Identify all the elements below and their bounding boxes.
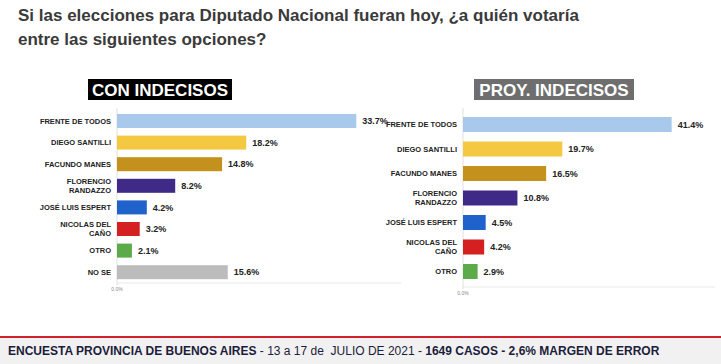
data-label: 4.5%: [492, 218, 513, 228]
footer-part: - 2,6% MARGEN DE ERROR: [498, 344, 659, 358]
chart-title-box: [88, 79, 232, 100]
data-label: 3.2%: [146, 224, 167, 234]
data-label: 15.6%: [234, 267, 260, 277]
category-label-line: DIEGO SANTILLI: [51, 138, 111, 147]
category-label: NICOLAS DELCAÑO: [406, 238, 457, 256]
bar: [117, 222, 140, 236]
footer-text: ENCUESTA PROVINCIA DE BUENOS AIRES - 13 …: [8, 344, 659, 358]
category-label-line: RANDAZZO: [69, 186, 111, 195]
data-label: 19.7%: [568, 144, 594, 154]
bar: [117, 265, 228, 279]
data-label: 2.9%: [484, 267, 505, 277]
footer-part: 1649 CASOS: [425, 344, 498, 358]
question-title: entre las siguientes opciones?: [18, 30, 266, 49]
bar: [117, 114, 356, 128]
bars: [117, 114, 356, 279]
category-label-line: DIEGO SANTILLI: [397, 145, 457, 154]
category-label: FACUNDO MANES: [391, 169, 457, 178]
category-label: FLORENCIORANDAZZO: [67, 177, 111, 195]
category-label-line: JOSÉ LUIS ESPERT: [386, 218, 458, 227]
category-label-line: OTRO: [435, 267, 457, 276]
bar: [463, 264, 478, 279]
category-label-line: OTRO: [89, 246, 111, 255]
data-label: 10.8%: [523, 193, 549, 203]
data-label: 4.2%: [153, 203, 174, 213]
data-label: 8.2%: [181, 181, 202, 191]
data-label: 33.7%: [362, 116, 388, 126]
category-label: OTRO: [435, 267, 457, 276]
bar: [117, 200, 147, 214]
category-label-line: FRENTE DE TODOS: [386, 120, 457, 129]
bars: [463, 117, 672, 279]
data-label: 41.4%: [678, 120, 704, 130]
bar: [463, 191, 517, 206]
x-tick: [463, 287, 464, 289]
category-label: FACUNDO MANES: [45, 160, 111, 169]
category-label-line: FRENTE DE TODOS: [40, 117, 111, 126]
chart-canvas: Si las elecciones para Diputado Nacional…: [0, 0, 721, 336]
category-label: FLORENCIORANDAZZO: [413, 189, 457, 207]
data-label: 18.2%: [252, 138, 278, 148]
bar: [117, 136, 246, 150]
category-label: JOSÉ LUIS ESPERT: [40, 203, 112, 212]
bar: [463, 117, 672, 132]
bar: [117, 157, 222, 171]
category-label-line: RANDAZZO: [415, 198, 457, 207]
chart-title: CON INDECISOS: [92, 81, 228, 100]
bar: [463, 240, 484, 255]
data-label: 2.1%: [138, 246, 159, 256]
data-label: 14.8%: [228, 159, 254, 169]
data-label: 4.2%: [490, 242, 511, 252]
bar: [117, 244, 132, 258]
chart-title-box: [474, 79, 634, 100]
footer: ENCUESTA PROVINCIA DE BUENOS AIRES - 13 …: [0, 336, 721, 364]
category-label: NO SE: [88, 268, 111, 277]
category-label-line: JOSÉ LUIS ESPERT: [40, 203, 112, 212]
bar: [463, 215, 486, 230]
footer-part: - 13 a 17 de JULIO DE 2021 -: [256, 344, 425, 358]
category-label: NICOLAS DELCAÑO: [60, 220, 111, 238]
question-title: Si las elecciones para Diputado Nacional…: [18, 6, 579, 25]
bar: [463, 166, 546, 181]
category-label-line: FACUNDO MANES: [45, 160, 111, 169]
x-axis-line: [463, 287, 715, 288]
x-axis-line: [117, 283, 401, 284]
category-label: FRENTE DE TODOS: [386, 120, 457, 129]
data-label: 16.5%: [552, 169, 578, 179]
footer-part: ENCUESTA PROVINCIA DE BUENOS AIRES: [8, 344, 256, 358]
category-label-line: FACUNDO MANES: [391, 169, 457, 178]
x-tick-label: 0.0%: [457, 290, 469, 296]
bar: [463, 142, 562, 157]
x-tick: [117, 283, 118, 285]
x-tick-label: 0.0%: [111, 286, 123, 292]
chart-title: PROY. INDECISOS: [479, 81, 628, 100]
category-label-line: NO SE: [88, 268, 111, 277]
category-label: FRENTE DE TODOS: [40, 117, 111, 126]
category-label-line: CAÑO: [89, 229, 111, 238]
category-label: DIEGO SANTILLI: [51, 138, 111, 147]
category-label-line: CAÑO: [435, 247, 457, 256]
bar: [117, 179, 175, 193]
category-label: JOSÉ LUIS ESPERT: [386, 218, 458, 227]
category-label: DIEGO SANTILLI: [397, 145, 457, 154]
category-label: OTRO: [89, 246, 111, 255]
